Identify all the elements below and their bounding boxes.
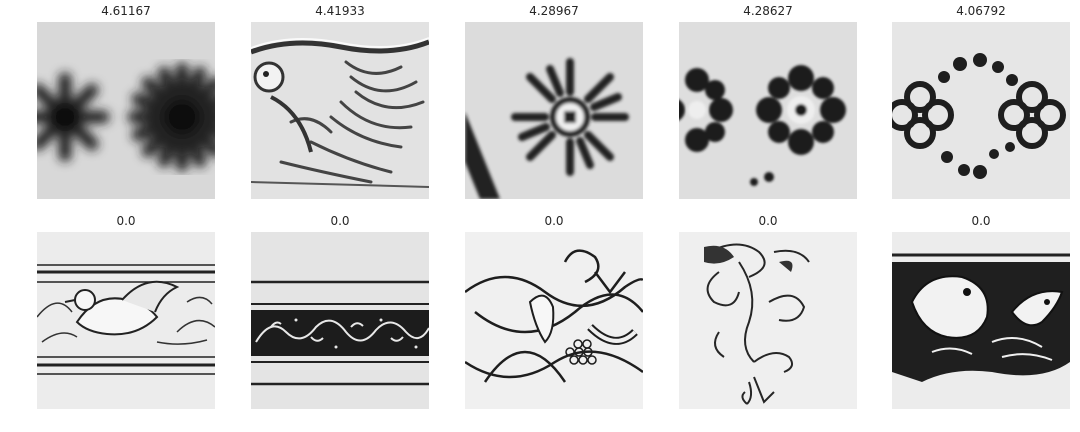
bird-border-band-image	[37, 232, 215, 409]
interlace-knot-image	[465, 232, 643, 409]
panel-title: 4.61167	[101, 4, 151, 18]
sunburst-rosette-image	[465, 22, 643, 199]
panel-title: 0.0	[116, 214, 136, 228]
acanthus-flourish-image	[679, 232, 857, 409]
panel-title: 4.06792	[956, 4, 1006, 18]
creature-relief-image	[251, 22, 429, 199]
quatrefoil-dots-image	[892, 22, 1070, 199]
panel-title: 4.41933	[315, 4, 365, 18]
panel-title: 0.0	[971, 214, 991, 228]
panel-title: 0.0	[544, 214, 564, 228]
panel-title: 0.0	[330, 214, 350, 228]
panel-title: 4.28627	[743, 4, 793, 18]
scroll-border-band-image	[251, 232, 429, 409]
panel-title: 4.28967	[529, 4, 579, 18]
blurred-asterisk-pair-image	[37, 22, 215, 199]
beast-frieze-image	[892, 232, 1070, 409]
panel-title: 0.0	[758, 214, 778, 228]
flower-rosette-pair-image	[679, 22, 857, 199]
